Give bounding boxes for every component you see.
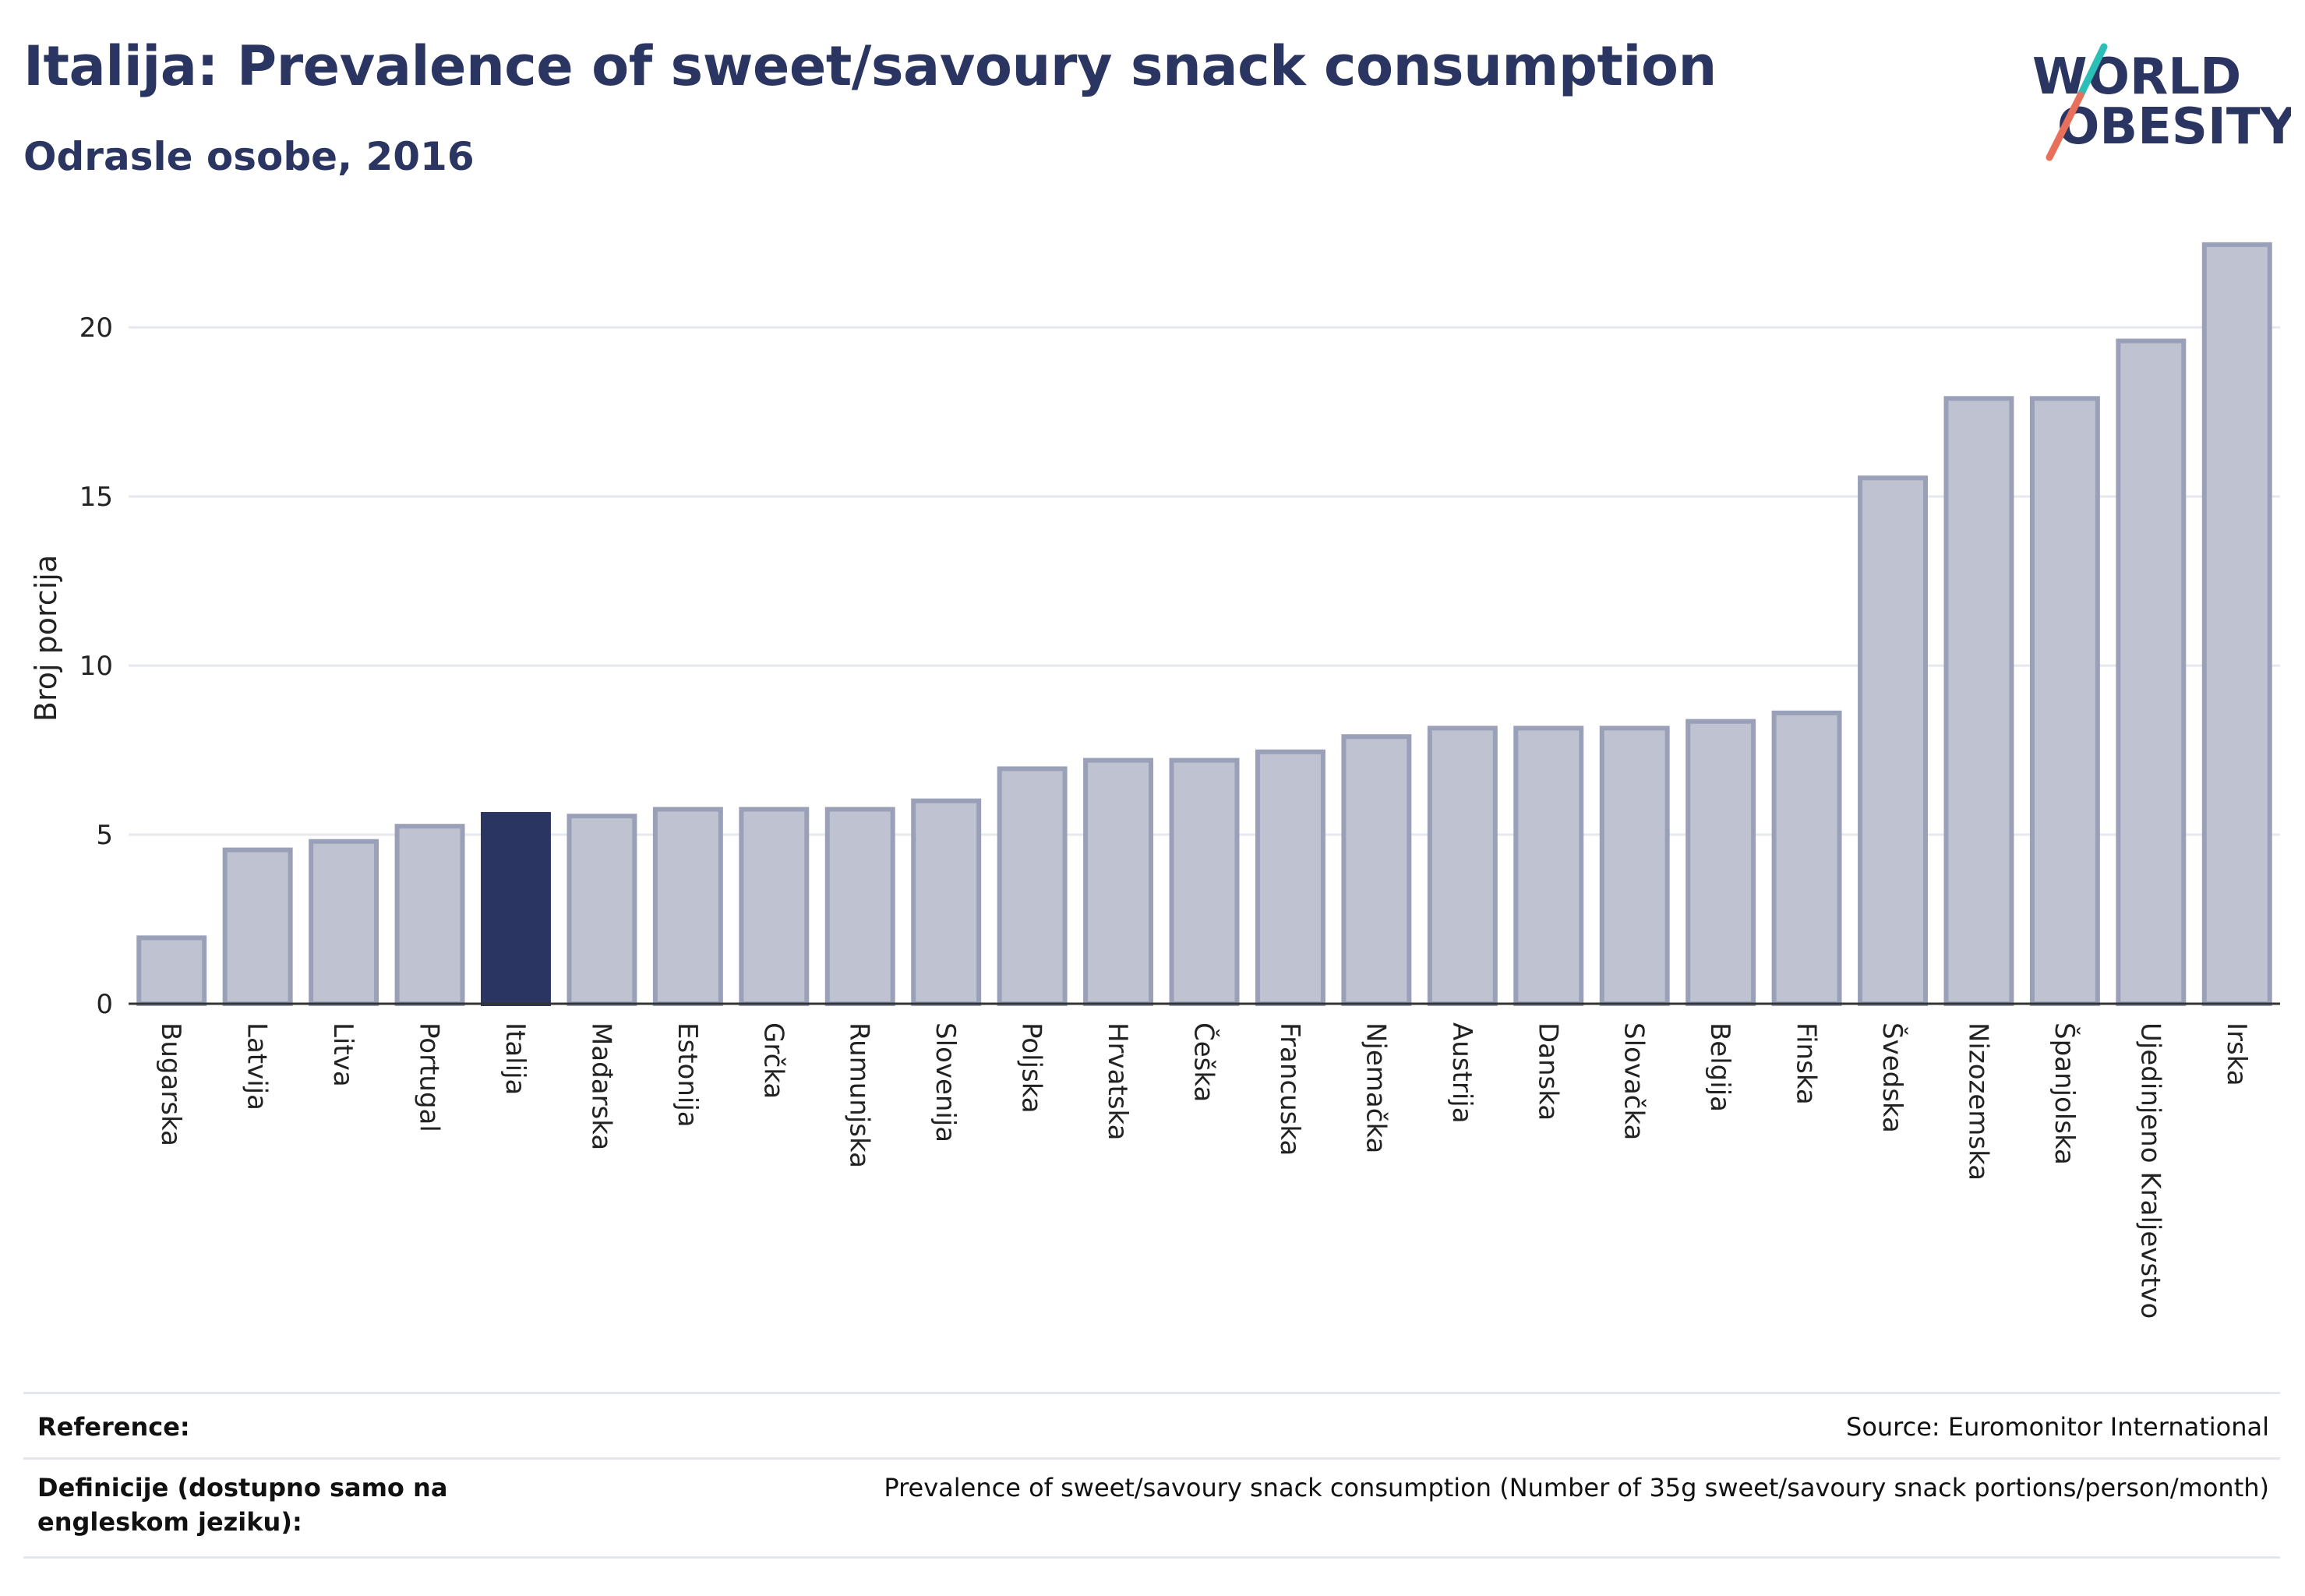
- y-ticks: 0 5 10 15 20: [79, 312, 113, 1020]
- logo-line2: OBESITY: [2057, 98, 2291, 156]
- x-tick-label: Belgija: [1704, 1022, 1735, 1112]
- x-tick-label: Estonija: [672, 1022, 703, 1128]
- bar-švedska: [1858, 475, 1928, 1006]
- reference-label: Reference:: [37, 1412, 190, 1442]
- bar-litva: [309, 839, 379, 1006]
- x-tick-label: Nizozemska: [1962, 1022, 1993, 1181]
- x-tick-label: Španjolska: [2049, 1022, 2081, 1165]
- x-tick-label: Švedska: [1876, 1022, 1908, 1133]
- y-axis-label: Broj porcija: [29, 555, 63, 722]
- y-tick-label: 5: [96, 820, 113, 851]
- world-obesity-logo: WORLD OBESITY: [2032, 43, 2291, 161]
- bar-danska: [1513, 726, 1584, 1006]
- bars: [136, 242, 2272, 1007]
- x-tick-label: Danska: [1532, 1022, 1563, 1121]
- x-tick-label: Češka: [1188, 1022, 1220, 1102]
- bar-nizozemska: [1943, 396, 2014, 1006]
- logo-line1: WORLD: [2032, 48, 2241, 106]
- x-tick-label: Italija: [499, 1022, 531, 1095]
- x-tick-label: Austrija: [1446, 1022, 1477, 1124]
- y-tick-label: 10: [79, 651, 113, 682]
- bar-slovenija: [911, 798, 982, 1007]
- logo-slash-teal: [2077, 43, 2108, 99]
- y-tick-label: 0: [96, 989, 113, 1020]
- x-tick-label: Slovačka: [1618, 1022, 1650, 1140]
- chart-title: Italija: Prevalence of sweet/savoury sna…: [23, 34, 1717, 98]
- bar-španjolska: [2029, 396, 2100, 1006]
- definition-value: Prevalence of sweet/savoury snack consum…: [884, 1473, 2269, 1502]
- x-tick-label: Njemačka: [1360, 1022, 1391, 1153]
- bar-grčka: [739, 807, 810, 1006]
- footer-definition-row: Definicije (dostupno samo na engleskom j…: [23, 1457, 2280, 1559]
- y-tick-label: 20: [79, 312, 113, 344]
- x-tick-label: Ujedinjeno Kraljevstvo: [2134, 1022, 2166, 1319]
- x-tick-label: Francuska: [1274, 1022, 1305, 1156]
- logo-slash-coral: [2046, 91, 2084, 161]
- bar-francuska: [1255, 749, 1325, 1007]
- footer-reference-row: Reference: Source: Euromonitor Internati…: [23, 1392, 2280, 1460]
- definition-label: Definicije (dostupno samo na engleskom j…: [37, 1473, 448, 1537]
- bar-poljska: [997, 766, 1068, 1006]
- bar-mađarska: [567, 814, 637, 1006]
- x-tick-label: Hrvatska: [1102, 1022, 1133, 1140]
- reference-value: Source: Euromonitor International: [1846, 1412, 2269, 1442]
- chart-subtitle: Odrasle osobe, 2016: [23, 134, 475, 179]
- bar-italija: [481, 812, 551, 1006]
- bar-estonija: [652, 807, 723, 1006]
- bar-portugal: [394, 824, 465, 1007]
- x-tick-label: Rumunjska: [844, 1022, 875, 1168]
- bar-austrija: [1427, 726, 1498, 1006]
- x-tick-label: Finska: [1791, 1022, 1822, 1105]
- bar-chart: 0 5 10 15 20 Bugarska Latvija Litva Portugal Ita…: [29, 242, 2280, 1319]
- bar-hrvatska: [1083, 757, 1154, 1006]
- x-tick-label: Bugarska: [155, 1022, 186, 1146]
- x-tick-label: Grčka: [757, 1022, 789, 1099]
- bar-slovačka: [1599, 726, 1670, 1006]
- x-tick-label: Slovenija: [930, 1022, 961, 1142]
- bar-ujedinjeno-kraljevstvo: [2116, 338, 2187, 1006]
- bar-njemačka: [1341, 734, 1412, 1006]
- x-tick-label: Portugal: [414, 1022, 445, 1132]
- bar-rumunjska: [824, 807, 895, 1006]
- x-tick-label: Mađarska: [585, 1022, 616, 1150]
- bar-češka: [1169, 757, 1240, 1006]
- x-tick-label: Litva: [327, 1022, 358, 1087]
- bar-irska: [2201, 242, 2272, 1006]
- bar-latvija: [222, 847, 293, 1007]
- bar-belgija: [1686, 719, 1756, 1006]
- bar-bugarska: [136, 935, 207, 1007]
- chart-footer: Reference: Source: Euromonitor Internati…: [23, 1392, 2280, 1559]
- x-tick-label: Poljska: [1016, 1022, 1047, 1114]
- bar-finska: [1771, 710, 1842, 1006]
- x-tick-label: Latvija: [242, 1022, 273, 1110]
- x-tick-label: Irska: [2221, 1022, 2252, 1086]
- y-tick-label: 15: [79, 482, 113, 513]
- x-ticks: Bugarska Latvija Litva Portugal Italija Mađar…: [155, 1022, 2252, 1319]
